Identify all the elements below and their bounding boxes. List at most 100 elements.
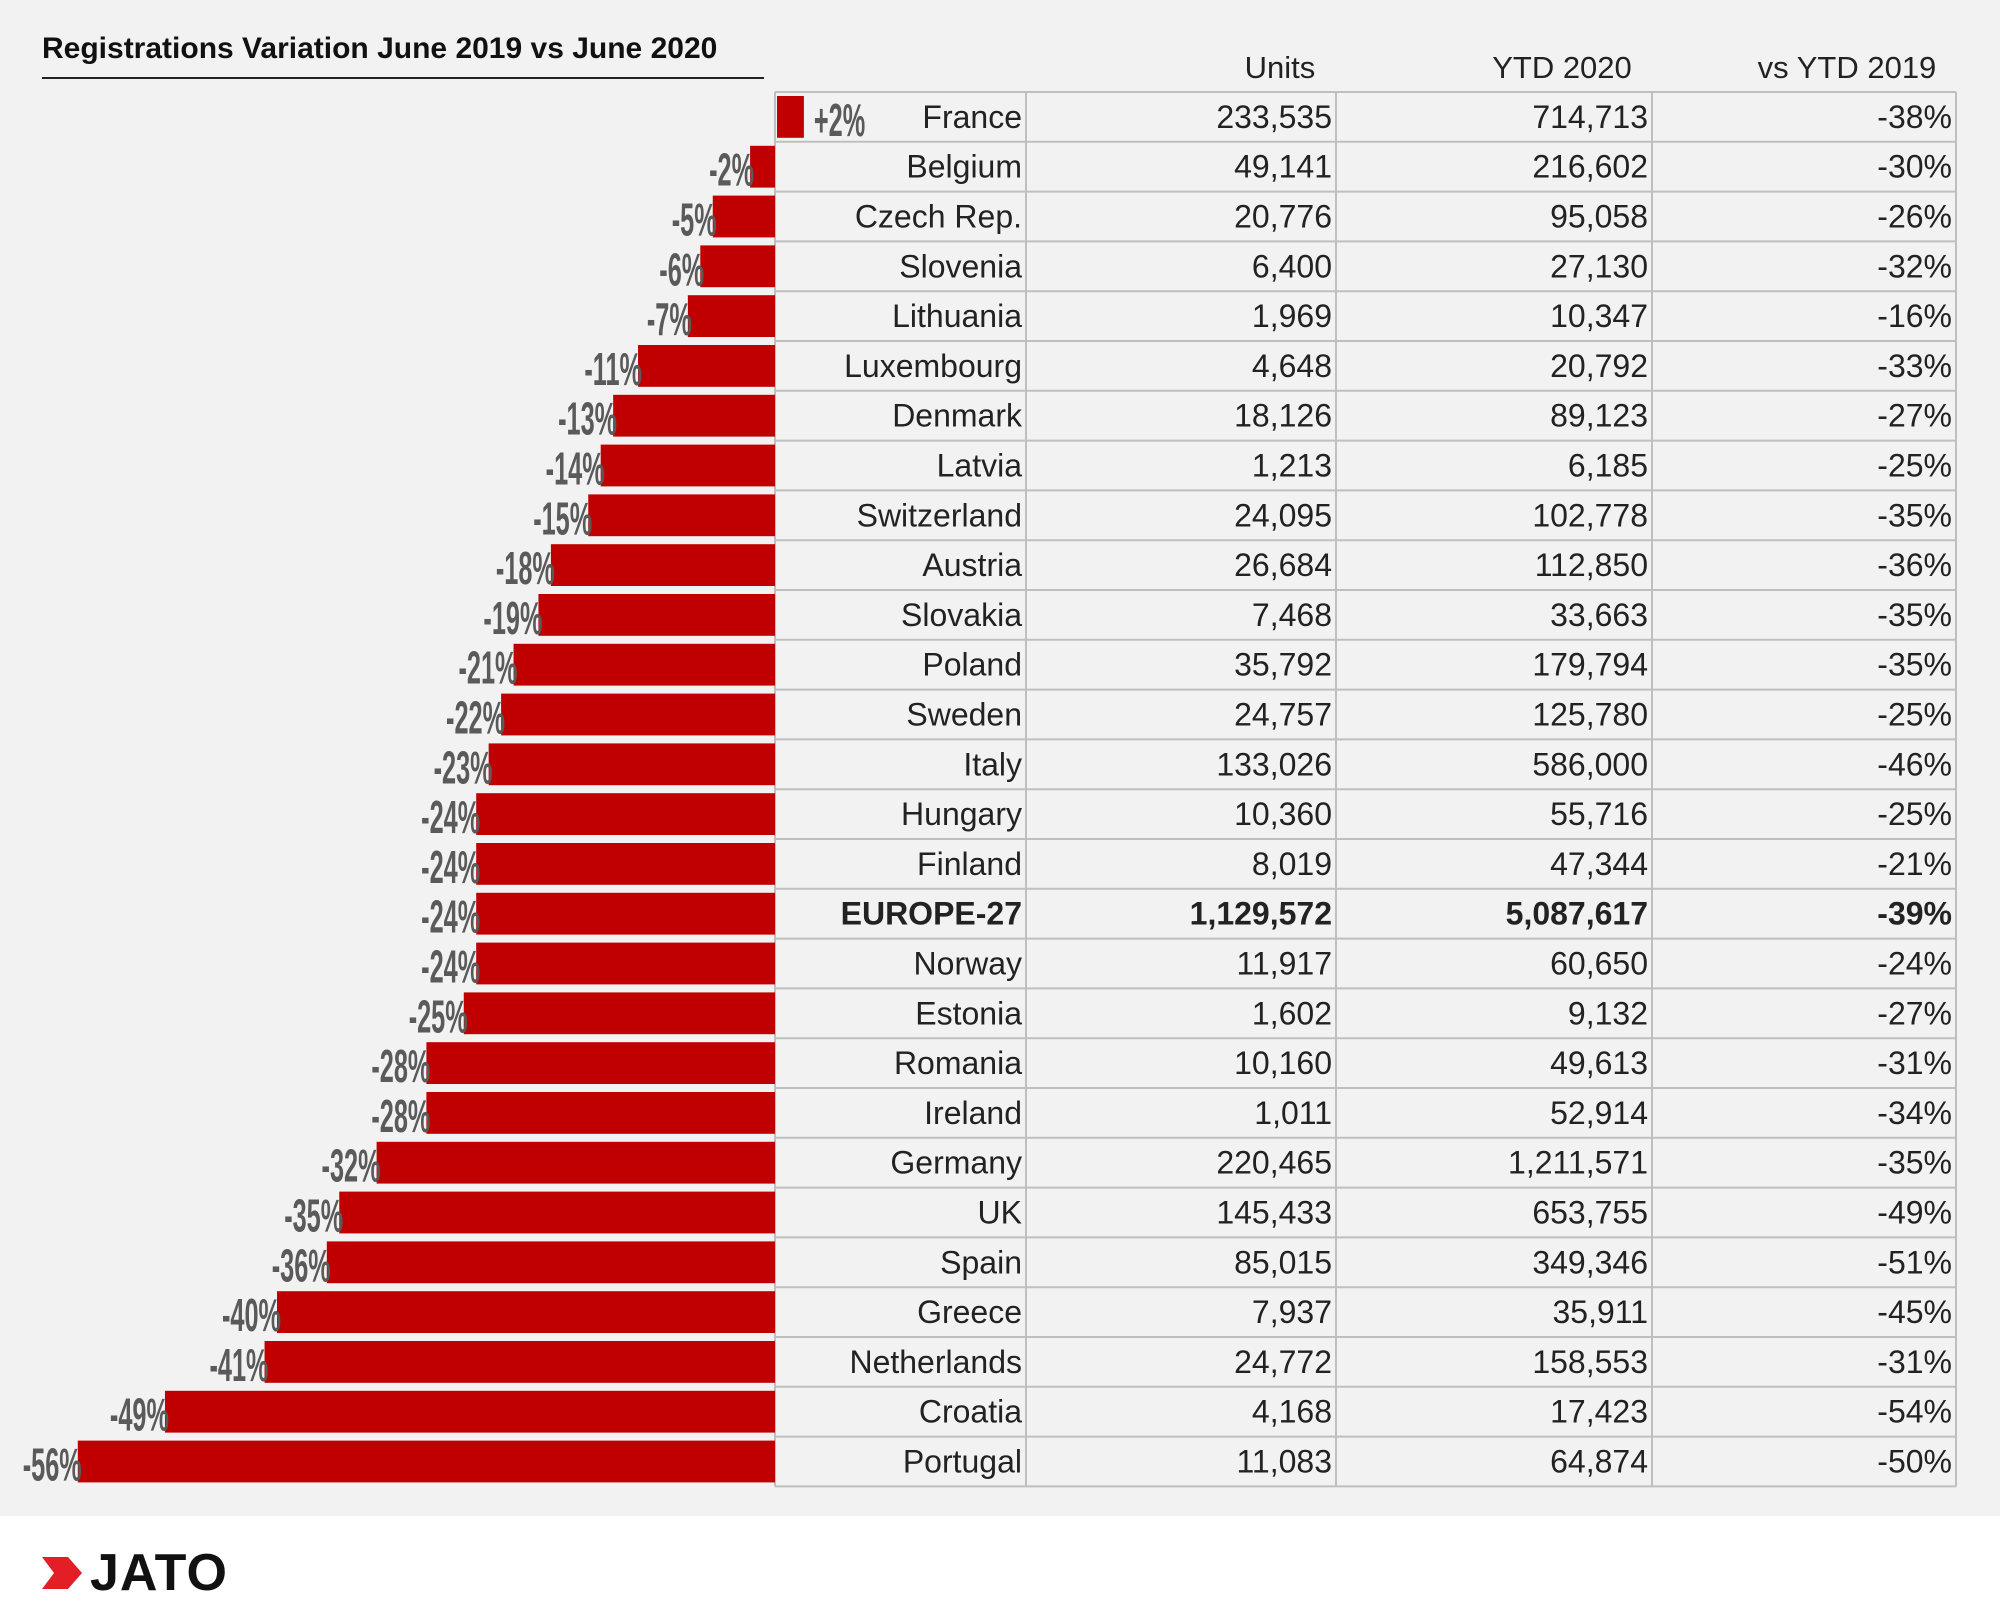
vs-ytd-2019-cell: -24%: [1877, 946, 1952, 982]
ytd-2020-cell: 179,794: [1532, 647, 1648, 683]
bar: [164, 1390, 775, 1433]
bar-value-label: -15%: [533, 492, 592, 544]
vs-ytd-2019-cell: -38%: [1877, 99, 1952, 135]
country-label: EUROPE-27: [841, 896, 1022, 932]
country-label: Croatia: [919, 1394, 1022, 1430]
country-label: Netherlands: [849, 1344, 1022, 1380]
bar-value-label: -49%: [110, 1389, 169, 1441]
country-label: Estonia: [915, 995, 1022, 1031]
ytd-2020-cell: 33,663: [1550, 597, 1648, 633]
country-label: Austria: [922, 547, 1022, 583]
country-label: Greece: [917, 1294, 1022, 1330]
ytd-2020-cell: 112,850: [1535, 547, 1648, 583]
bar: [376, 1141, 775, 1184]
units-cell: 7,468: [1252, 597, 1332, 633]
vs-ytd-2019-cell: -25%: [1877, 697, 1952, 733]
units-cell: 220,465: [1216, 1145, 1332, 1181]
units-cell: 24,095: [1234, 497, 1332, 533]
jato-logo-mark-icon: [42, 1557, 82, 1589]
country-label: UK: [978, 1195, 1022, 1231]
ytd-2020-cell: 35,911: [1553, 1294, 1649, 1330]
bar: [476, 793, 775, 835]
jato-logo: JATO: [42, 1544, 228, 1602]
ytd-2020-cell: 49,613: [1550, 1045, 1648, 1081]
bar: [501, 693, 775, 736]
ytd-2020-cell: 27,130: [1550, 248, 1648, 284]
vs-ytd-2019-cell: -35%: [1877, 597, 1952, 633]
column-header: vs YTD 2019: [1758, 50, 1937, 85]
bar: [712, 195, 775, 238]
bar-value-label: -5%: [672, 193, 717, 245]
country-label: Spain: [940, 1244, 1022, 1280]
bar-value-label: -21%: [459, 642, 518, 694]
bar: [588, 494, 775, 537]
country-label: Germany: [890, 1145, 1022, 1181]
bar-value-label: -6%: [659, 243, 704, 295]
bar-value-label: -25%: [409, 990, 468, 1042]
country-label: Latvia: [937, 448, 1023, 484]
vs-ytd-2019-cell: -35%: [1877, 647, 1952, 683]
country-label: Denmark: [892, 398, 1023, 434]
units-cell: 1,011: [1254, 1095, 1332, 1131]
bar-value-label: -23%: [434, 741, 493, 793]
units-cell: 10,160: [1234, 1045, 1332, 1081]
bar: [277, 1291, 775, 1333]
ytd-2020-cell: 60,650: [1550, 946, 1648, 982]
country-label: Norway: [914, 946, 1022, 982]
vs-ytd-2019-cell: -49%: [1877, 1195, 1952, 1231]
bar: [326, 1241, 775, 1284]
vs-ytd-2019-cell: -25%: [1877, 448, 1952, 484]
country-label: Luxembourg: [844, 348, 1022, 384]
units-cell: 7,937: [1252, 1294, 1332, 1330]
vs-ytd-2019-cell: -36%: [1877, 547, 1952, 583]
ytd-2020-cell: 89,123: [1550, 398, 1648, 434]
bar-value-label: +2%: [814, 94, 865, 146]
ytd-2020-cell: 586,000: [1532, 746, 1648, 782]
bar-value-label: -24%: [421, 891, 480, 943]
vs-ytd-2019-cell: -30%: [1877, 149, 1952, 185]
country-label: Finland: [917, 846, 1022, 882]
units-cell: 233,535: [1216, 99, 1332, 135]
units-cell: 6,400: [1252, 248, 1332, 284]
ytd-2020-cell: 95,058: [1550, 199, 1648, 235]
chart-title: Registrations Variation June 2019 vs Jun…: [42, 32, 717, 65]
units-cell: 26,684: [1234, 547, 1332, 583]
ytd-2020-cell: 102,778: [1532, 497, 1648, 533]
bar-value-label: -19%: [483, 592, 542, 644]
bar: [476, 892, 775, 935]
units-cell: 1,969: [1252, 298, 1332, 334]
bar: [550, 544, 775, 586]
country-label: Sweden: [906, 697, 1022, 733]
country-label: Slovakia: [901, 597, 1022, 633]
ytd-2020-cell: 10,347: [1550, 298, 1648, 334]
bar: [264, 1341, 775, 1383]
ytd-2020-cell: 55,716: [1550, 796, 1648, 832]
bar-value-label: -24%: [421, 791, 480, 843]
units-cell: 35,792: [1234, 647, 1332, 683]
units-cell: 133,026: [1216, 746, 1332, 782]
ytd-2020-cell: 5,087,617: [1506, 896, 1648, 932]
vs-ytd-2019-cell: -32%: [1877, 248, 1952, 284]
bar-value-label: -18%: [496, 542, 555, 594]
ytd-2020-cell: 714,713: [1532, 99, 1648, 135]
vs-ytd-2019-cell: -54%: [1877, 1394, 1952, 1430]
bar: [426, 1042, 775, 1084]
country-label: Lithuania: [892, 298, 1022, 334]
units-cell: 4,648: [1252, 348, 1332, 384]
bar: [77, 1440, 776, 1483]
bar-value-label: -28%: [371, 1040, 430, 1092]
footer: [0, 1516, 2000, 1622]
ytd-2020-cell: 64,874: [1550, 1444, 1648, 1480]
bar-value-label: -41%: [210, 1339, 269, 1391]
bar-value-label: -22%: [446, 691, 505, 743]
bar: [777, 96, 804, 138]
bar: [463, 992, 775, 1035]
country-label: Italy: [963, 746, 1022, 782]
vs-ytd-2019-cell: -27%: [1877, 398, 1952, 434]
vs-ytd-2019-cell: -46%: [1877, 746, 1952, 782]
ytd-2020-cell: 9,132: [1568, 995, 1648, 1031]
logo-text: JATO: [90, 1544, 228, 1602]
country-label: Belgium: [906, 149, 1022, 185]
ytd-2020-cell: 47,344: [1550, 846, 1648, 882]
country-label: Portugal: [903, 1444, 1022, 1480]
